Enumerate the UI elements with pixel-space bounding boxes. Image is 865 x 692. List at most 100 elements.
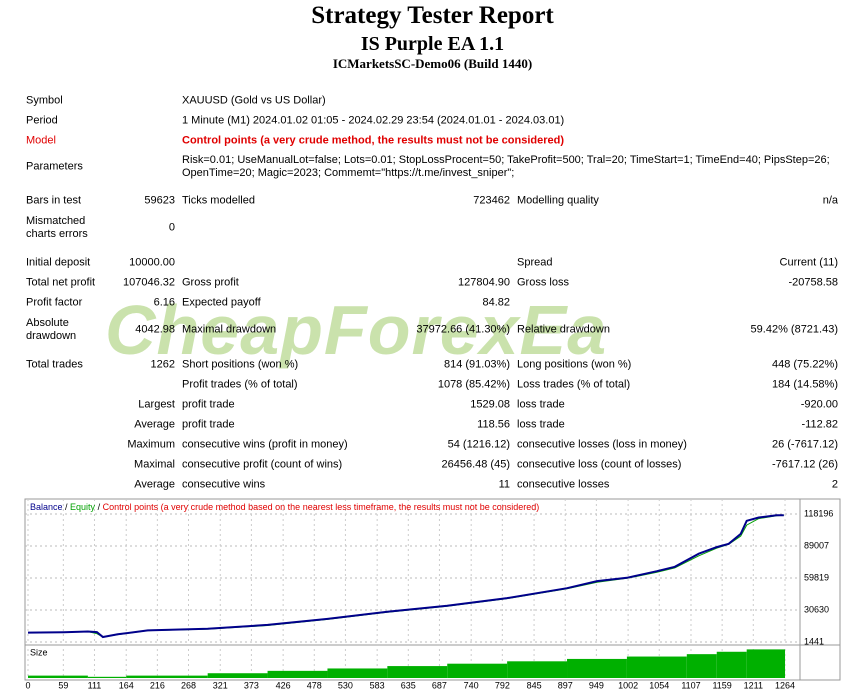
label-cell: consecutive losses bbox=[517, 478, 610, 491]
x-tick-label: 530 bbox=[338, 680, 353, 690]
legend: Balance / Equity / Control points (a ver… bbox=[30, 502, 539, 512]
label-cell: Spread bbox=[517, 256, 553, 269]
x-tick-label: 373 bbox=[244, 680, 259, 690]
size-bar bbox=[567, 658, 627, 678]
size-bar bbox=[746, 649, 786, 678]
x-tick-label: 0 bbox=[25, 680, 30, 690]
x-tick-label: 583 bbox=[370, 680, 385, 690]
label-cell: 1 Minute (M1) 2024.01.02 01:05 - 2024.02… bbox=[182, 114, 565, 127]
label-cell: Parameters bbox=[26, 160, 83, 173]
value-cell: -7617.12 (26) bbox=[771, 458, 838, 471]
x-tick-label: 635 bbox=[401, 680, 416, 690]
label-cell: Gross profit bbox=[182, 276, 239, 289]
report-title: Strategy Tester Report bbox=[311, 2, 554, 29]
label-cell: consecutive profit (count of wins) bbox=[182, 458, 343, 471]
label-cell: loss trade bbox=[517, 398, 565, 411]
label-cell: Long positions (won %) bbox=[517, 358, 632, 371]
value-cell: 448 (75.22%) bbox=[771, 358, 838, 371]
x-tick-label: 164 bbox=[119, 680, 134, 690]
label-cell: Gross loss bbox=[517, 276, 569, 289]
size-bar bbox=[126, 675, 208, 678]
value-cell: Current (11) bbox=[779, 256, 838, 269]
label-cell: Risk=0.01; UseManualLot=false; Lots=0.01… bbox=[182, 154, 830, 179]
value-cell: 107046.32 bbox=[123, 276, 175, 289]
value-cell: 54 (1216.12) bbox=[447, 438, 510, 451]
size-bar bbox=[207, 673, 268, 678]
value-cell: 127804.90 bbox=[458, 276, 510, 289]
value-cell: 59.42% (8721.43) bbox=[750, 323, 838, 336]
label-cell: Initial deposit bbox=[26, 256, 91, 269]
label-cell: profit trade bbox=[182, 418, 235, 431]
size-bar bbox=[626, 656, 687, 678]
value-cell: -20758.58 bbox=[788, 276, 838, 289]
size-bar bbox=[507, 661, 568, 678]
label-cell: Model bbox=[26, 134, 56, 147]
label-cell: profit trade bbox=[182, 398, 235, 411]
value-cell: 11 bbox=[498, 478, 510, 491]
value-cell: 84.82 bbox=[482, 296, 510, 309]
legend-entry: Equity bbox=[70, 502, 96, 512]
label-cell: XAUUSD (Gold vs US Dollar) bbox=[182, 94, 326, 107]
value-cell: 184 (14.58%) bbox=[771, 378, 838, 391]
label-cell: consecutive wins bbox=[182, 478, 266, 491]
value-cell: 26 (-7617.12) bbox=[771, 438, 838, 451]
x-tick-label: 1107 bbox=[681, 680, 700, 690]
x-tick-label: 740 bbox=[464, 680, 479, 690]
x-tick-label: 1002 bbox=[618, 680, 638, 690]
y-tick-label: 118196 bbox=[804, 508, 833, 518]
y-tick-label: 30630 bbox=[804, 604, 829, 614]
value-cell: 0 bbox=[168, 221, 175, 234]
value-cell: Average bbox=[134, 478, 175, 491]
legend-separator: / bbox=[63, 502, 71, 512]
label-cell: consecutive loss (count of losses) bbox=[517, 458, 682, 471]
label-cell: loss trade bbox=[517, 418, 565, 431]
server-info: ICMarketsSC-Demo06 (Build 1440) bbox=[332, 56, 533, 71]
value-cell: 26456.48 (45) bbox=[441, 458, 511, 471]
size-label: Size bbox=[30, 647, 48, 657]
size-bar bbox=[716, 651, 747, 678]
label-cell: Bars in test bbox=[26, 194, 82, 207]
value-cell: 723462 bbox=[473, 194, 510, 207]
label-cell: Mismatched charts errors bbox=[26, 215, 88, 240]
y-tick-label: 89007 bbox=[804, 540, 829, 550]
x-tick-label: 478 bbox=[307, 680, 322, 690]
size-bar bbox=[686, 654, 717, 678]
label-cell: Loss trades (% of total) bbox=[517, 378, 631, 391]
label-cell: Total trades bbox=[26, 358, 83, 371]
value-cell: 1078 (85.42%) bbox=[437, 378, 510, 391]
x-tick-label: 426 bbox=[276, 680, 291, 690]
value-cell: 4042.98 bbox=[135, 323, 175, 336]
value-cell: 6.16 bbox=[153, 296, 175, 309]
x-tick-label: 792 bbox=[495, 680, 510, 690]
label-cell: Modelling quality bbox=[517, 194, 599, 207]
value-cell: 814 (91.03%) bbox=[443, 358, 510, 371]
x-tick-label: 1211 bbox=[744, 680, 763, 690]
value-cell: 37972.66 (41.30%) bbox=[416, 323, 510, 336]
value-cell: 59623 bbox=[144, 194, 175, 207]
label-cell: Period bbox=[26, 114, 58, 127]
x-tick-label: 216 bbox=[150, 680, 165, 690]
label-cell: consecutive wins (profit in money) bbox=[182, 438, 348, 451]
watermark: CheapForexEa bbox=[105, 291, 608, 369]
x-tick-label: 321 bbox=[213, 680, 228, 690]
label-cell: Total net profit bbox=[26, 276, 96, 289]
series-line bbox=[27, 514, 784, 639]
value-cell: 2 bbox=[831, 478, 838, 491]
value-cell: -920.00 bbox=[800, 398, 838, 411]
value-cell: 10000.00 bbox=[129, 256, 175, 269]
legend-note: Control points (a very crude method base… bbox=[103, 502, 540, 512]
size-bar bbox=[447, 663, 508, 678]
ea-name: IS Purple EA 1.1 bbox=[360, 33, 505, 55]
x-tick-label: 845 bbox=[527, 680, 542, 690]
value-cell: 1262 bbox=[150, 358, 175, 371]
value-cell: Average bbox=[134, 418, 175, 431]
value-cell: -112.82 bbox=[801, 418, 839, 431]
legend-entry: Balance bbox=[30, 502, 63, 512]
label-cell: Profit trades (% of total) bbox=[182, 378, 298, 391]
x-tick-label: 687 bbox=[432, 680, 447, 690]
legend-separator: / bbox=[95, 502, 103, 512]
label-cell: consecutive losses (loss in money) bbox=[517, 438, 687, 451]
size-bar bbox=[327, 668, 388, 678]
chart-frame bbox=[24, 498, 841, 681]
